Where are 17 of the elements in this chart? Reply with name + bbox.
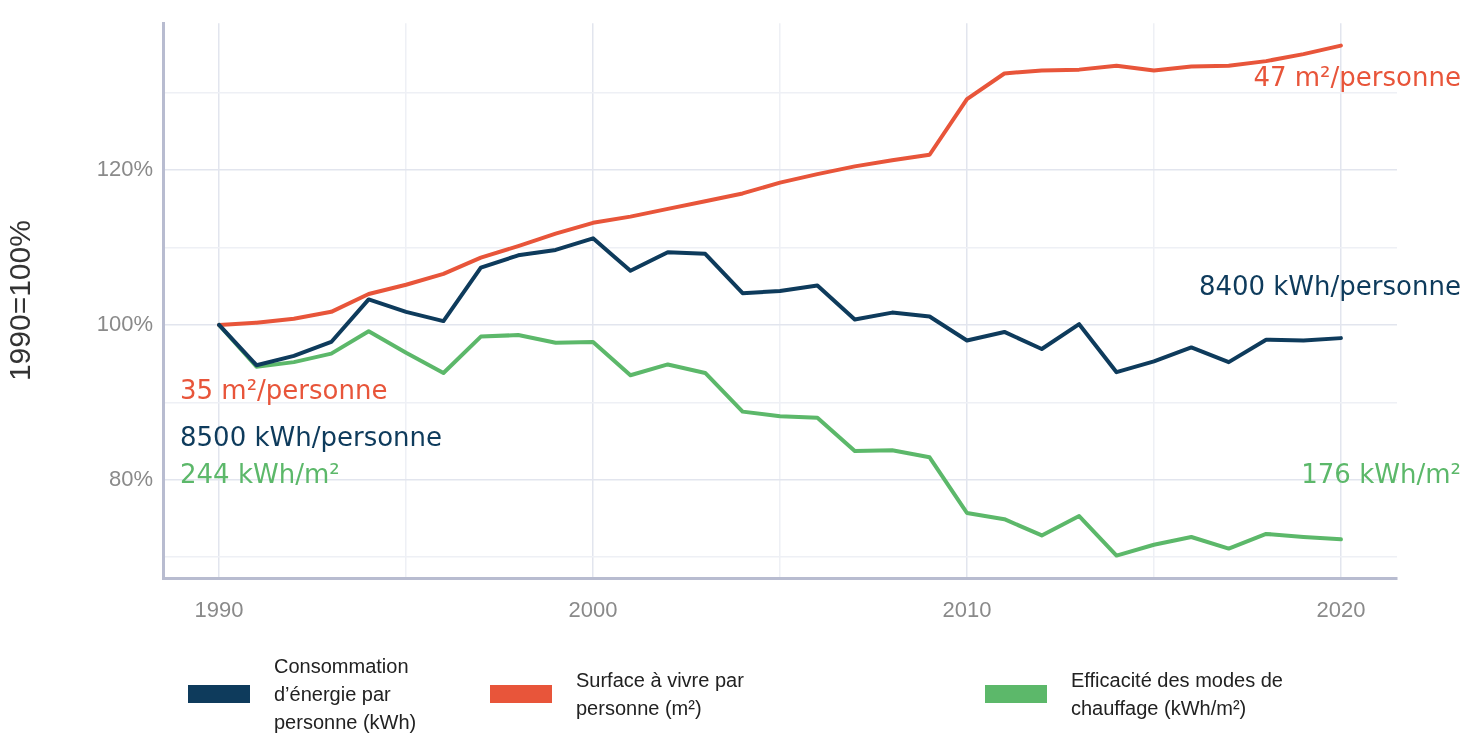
y-tick-label: 80% [108, 465, 153, 491]
legend-label: Surface à vivre par personne (m²) [576, 668, 745, 721]
x-tick-label: 2020 [1316, 597, 1366, 623]
annotation: 35 m²/personne [180, 374, 388, 405]
legend-label: Efficacité des modes de chauffage (kWh/m²) [1071, 668, 1284, 721]
x-tick-label: 1990 [194, 597, 244, 623]
annotation: 47 m²/personne [1253, 62, 1461, 93]
x-tick-label: 2000 [568, 597, 618, 623]
legend-label: Consommation d’énergie par personne (kWh) [274, 654, 418, 735]
x-tick-label: 2010 [942, 597, 992, 623]
annotation: 8400 kWh/personne [1198, 270, 1461, 301]
y-tick-label: 100% [96, 311, 153, 337]
y-axis-title: 1990=100% [3, 220, 37, 382]
annotation: 176 kWh/m² [1301, 459, 1461, 490]
y-tick-label: 120% [96, 156, 153, 182]
annotation: 244 kWh/m² [180, 458, 340, 489]
annotation: 8500 kWh/personne [180, 421, 443, 452]
